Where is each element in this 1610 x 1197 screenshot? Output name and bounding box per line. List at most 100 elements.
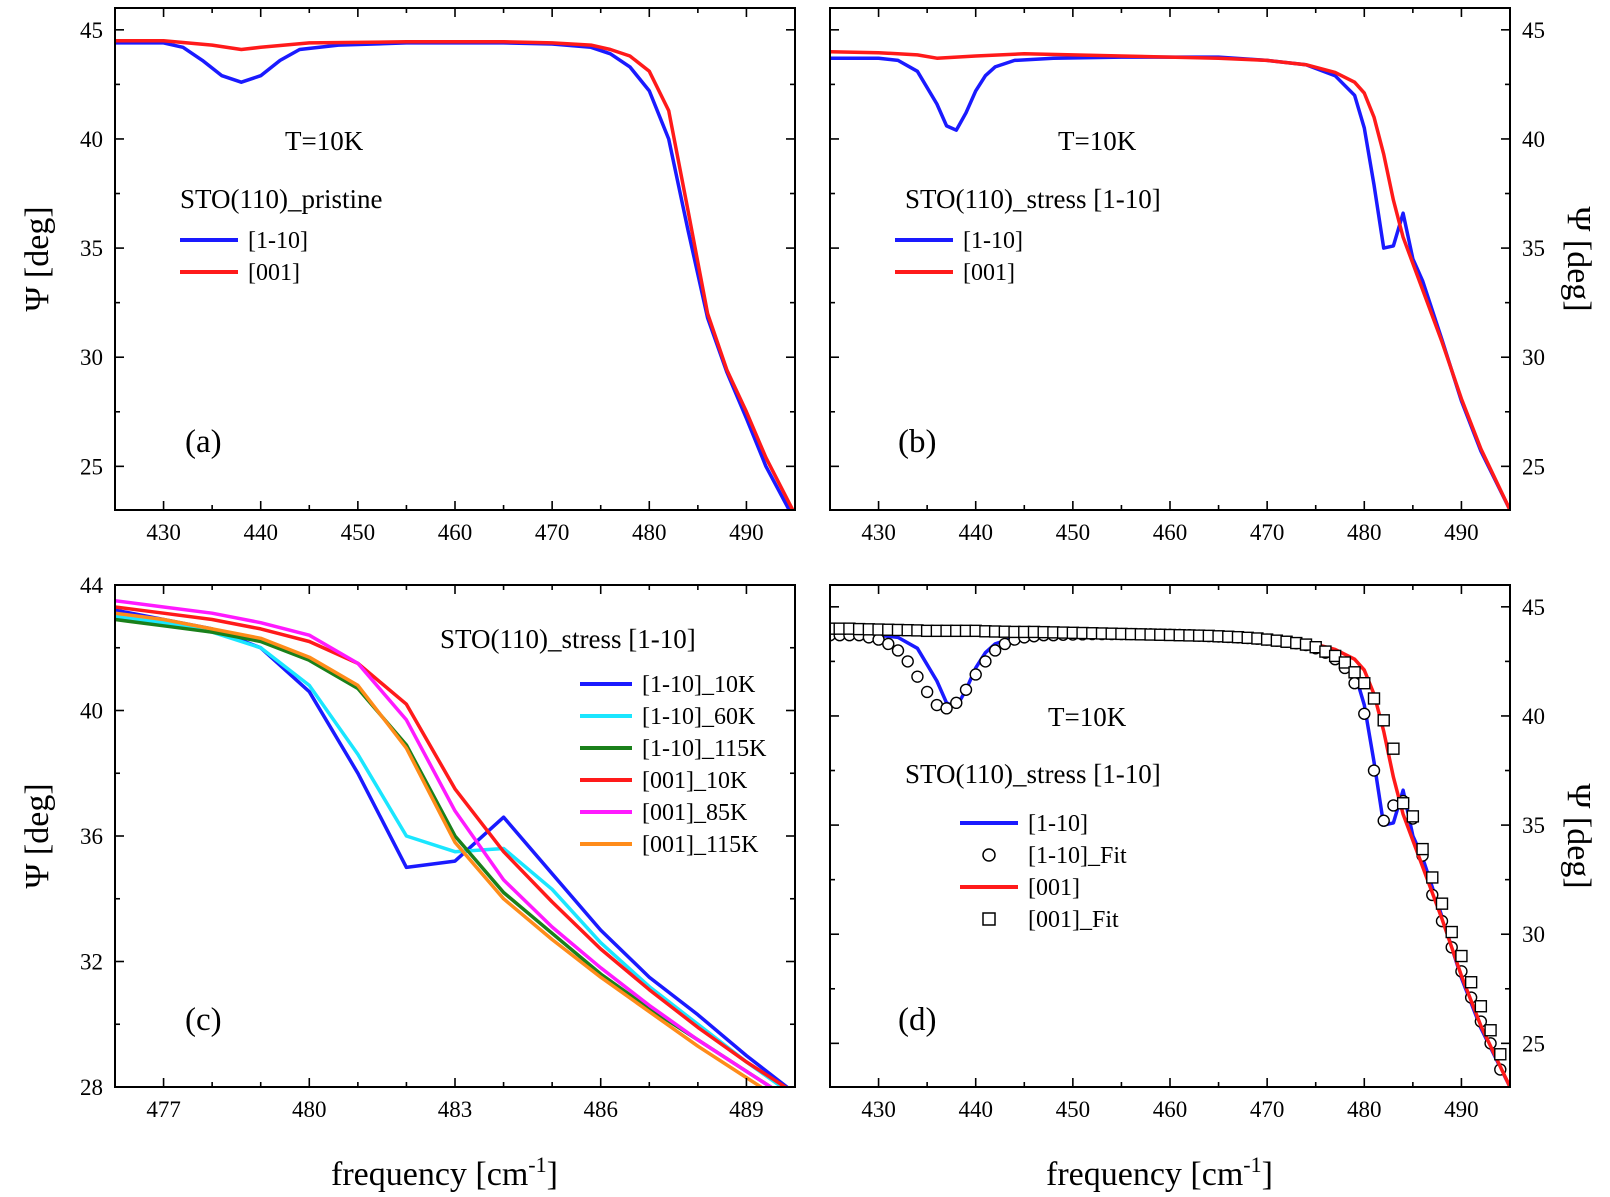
y-tick-label: 45 bbox=[1522, 595, 1545, 620]
data-point-circle bbox=[988, 644, 1002, 657]
legend: [1-10] [001] bbox=[180, 228, 308, 286]
x-tick-label: 470 bbox=[535, 520, 570, 545]
x-tick-label: 480 bbox=[1347, 1097, 1382, 1122]
x-tick-label: 489 bbox=[729, 1097, 764, 1122]
series-line bbox=[115, 605, 789, 1087]
x-tick-label: 483 bbox=[438, 1097, 473, 1122]
axis-ticks bbox=[829, 8, 1511, 510]
legend: [1-10]_10K [1-10]_60K [1-10]_115K [001]_10K… bbox=[580, 672, 767, 858]
legend-label: [001]_10K bbox=[642, 768, 748, 794]
axis-ticks bbox=[114, 8, 796, 510]
y-tick-label: 32 bbox=[80, 950, 103, 975]
x-tick-label: 460 bbox=[1153, 520, 1188, 545]
panel-a: T=10K STO(110)_pristine [1-10][001] (a) … bbox=[19, 7, 796, 545]
data-point-square bbox=[1396, 797, 1410, 810]
y-axis-title: Ψ [deg] bbox=[19, 783, 56, 888]
plot-area bbox=[830, 622, 1510, 1087]
y-tick-label: 25 bbox=[1522, 1031, 1545, 1056]
panel-label: (c) bbox=[185, 1002, 222, 1038]
data-point-circle bbox=[1358, 707, 1371, 720]
annotation-sample: STO(110)_stress [1-10] bbox=[905, 759, 1161, 789]
legend-label: [001] bbox=[248, 260, 300, 286]
y-tick-label: 40 bbox=[80, 699, 103, 724]
x-tick-label: 450 bbox=[1056, 1097, 1091, 1122]
panel-label: (b) bbox=[898, 424, 936, 460]
x-tick-label: 430 bbox=[146, 520, 181, 545]
plot-area bbox=[115, 38, 795, 510]
y-tick-label: 28 bbox=[80, 1075, 103, 1100]
data-point-square bbox=[1445, 925, 1458, 939]
y-tick-label: 45 bbox=[80, 18, 103, 43]
panel-label: (d) bbox=[898, 1002, 936, 1038]
x-tick-label: 430 bbox=[861, 1097, 896, 1122]
data-point-square bbox=[1338, 656, 1352, 669]
data-point-circle bbox=[959, 683, 973, 696]
data-point-square bbox=[1474, 1000, 1488, 1013]
legend-label: [1-10]_10K bbox=[642, 672, 756, 698]
y-tick-label: 30 bbox=[1522, 345, 1545, 370]
x-tick-label: 480 bbox=[1347, 520, 1382, 545]
data-point-square bbox=[1416, 842, 1429, 856]
data-point-square bbox=[1387, 742, 1400, 755]
y-tick-label: 45 bbox=[1522, 18, 1545, 43]
data-point-circle bbox=[950, 696, 963, 710]
legend-label: [001] bbox=[963, 260, 1015, 286]
data-point-circle bbox=[979, 655, 992, 668]
legend-label: [1-10]_115K bbox=[642, 736, 767, 762]
y-axis-title: Ψ [deg] bbox=[1560, 783, 1597, 888]
plot-area bbox=[115, 598, 790, 1087]
panel-d: T=10K STO(110)_stress [1-10] [1-10][1-10… bbox=[829, 584, 1597, 1122]
y-tick-label: 35 bbox=[1522, 236, 1545, 261]
data-point-circle bbox=[940, 702, 953, 715]
data-point-square bbox=[1494, 1048, 1507, 1061]
y-tick-label: 30 bbox=[80, 345, 103, 370]
annotation-sample: STO(110)_pristine bbox=[180, 184, 383, 214]
data-point-square bbox=[1435, 897, 1449, 910]
y-tick-label: 44 bbox=[80, 573, 104, 598]
y-tick-label: 35 bbox=[80, 236, 103, 261]
data-point-square bbox=[1358, 677, 1371, 690]
x-tick-label: 490 bbox=[729, 520, 764, 545]
legend-label: [1-10]_60K bbox=[642, 704, 756, 730]
x-tick-label: 480 bbox=[292, 1097, 327, 1122]
annotation-sample: STO(110)_stress [1-10] bbox=[440, 624, 696, 654]
x-tick-label: 470 bbox=[1250, 1097, 1285, 1122]
y-tick-label: 40 bbox=[1522, 704, 1545, 729]
y-tick-label: 25 bbox=[1522, 454, 1545, 479]
data-point-circle bbox=[1367, 764, 1381, 777]
data-point-circle bbox=[920, 685, 934, 699]
data-point-square bbox=[1426, 871, 1439, 884]
x-tick-label: 460 bbox=[438, 520, 473, 545]
x-tick-label: 486 bbox=[583, 1097, 618, 1122]
legend-label: [001]_115K bbox=[642, 832, 759, 858]
data-point-square bbox=[1455, 949, 1468, 963]
series-line bbox=[115, 611, 765, 1087]
legend: [1-10] [1-10]_Fit [001] [001]_Fit bbox=[960, 811, 1127, 933]
x-tick-label: 470 bbox=[1250, 520, 1285, 545]
panel-c: STO(110)_stress [1-10] [1-10]_10K[1-10]_… bbox=[19, 573, 796, 1122]
data-point-square bbox=[1377, 714, 1390, 727]
y-tick-label: 25 bbox=[80, 454, 103, 479]
legend-square-symbol bbox=[982, 912, 996, 926]
legend-label: [001]_85K bbox=[642, 800, 748, 826]
x-tick-label: 480 bbox=[632, 520, 667, 545]
y-tick-label: 30 bbox=[1522, 922, 1545, 947]
x-tick-label: 440 bbox=[243, 520, 278, 545]
x-tick-label: 477 bbox=[146, 1097, 181, 1122]
x-axis-title-right: frequency [cm-1] bbox=[1046, 1152, 1273, 1193]
series-line bbox=[115, 614, 785, 1087]
annotation-sample: STO(110)_stress [1-10] bbox=[905, 184, 1161, 214]
legend-label: [1-10] bbox=[248, 228, 308, 254]
axis-ticks bbox=[829, 585, 1511, 1087]
x-tick-label: 490 bbox=[1444, 1097, 1479, 1122]
x-tick-label: 450 bbox=[1056, 520, 1091, 545]
panel-b: T=10K STO(110)_stress [1-10] [1-10] [001]… bbox=[829, 7, 1597, 545]
annotation-temperature: T=10K bbox=[285, 126, 364, 156]
data-point-circle bbox=[891, 644, 905, 657]
data-point-square bbox=[1367, 692, 1381, 705]
data-point-square bbox=[1484, 1024, 1497, 1037]
legend-label: [001]_Fit bbox=[1028, 907, 1119, 933]
axis-ticks bbox=[114, 584, 796, 1088]
y-axis-title: Ψ [deg] bbox=[19, 206, 56, 311]
